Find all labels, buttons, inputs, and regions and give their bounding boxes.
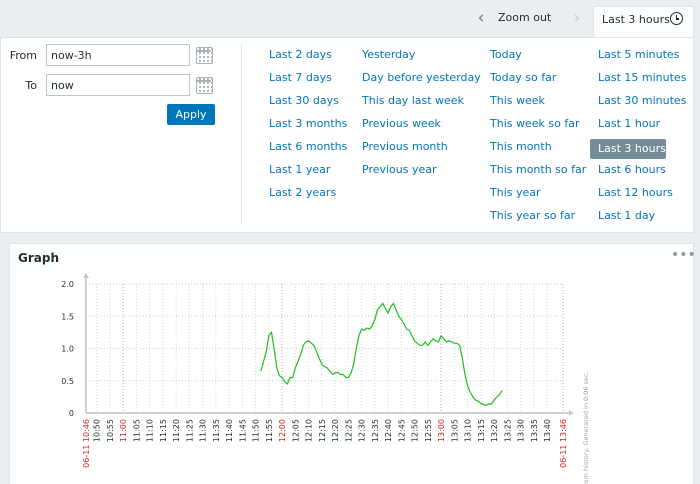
series-line	[260, 302, 503, 406]
quick-range-link[interactable]: Today so far	[490, 71, 557, 84]
quick-range-link[interactable]: Last 15 minutes	[598, 71, 687, 84]
x-tick-label: 11:35	[212, 419, 221, 442]
active-tab-label: Last 3 hours	[602, 13, 670, 26]
x-tick-label: 13:15	[477, 419, 486, 442]
quick-range-link[interactable]: Last 6 months	[269, 140, 348, 153]
x-tick-label: 13:35	[530, 419, 539, 442]
x-tick-label: 12:45	[397, 419, 406, 442]
x-tick-label: 10:55	[106, 419, 115, 442]
quick-range-link[interactable]: Previous year	[362, 163, 437, 176]
quick-range-link[interactable]: Last 6 hours	[598, 163, 666, 176]
x-tick-label: 12:15	[318, 419, 327, 442]
x-tick-label: 11:10	[146, 419, 155, 442]
x-tick-label: 12:35	[371, 419, 380, 442]
x-tick-label: 06-11 13:46	[559, 419, 568, 468]
zoom-out-button[interactable]: Zoom out	[498, 11, 552, 24]
x-axis-arrow	[569, 410, 574, 416]
from-field[interactable]	[46, 44, 190, 66]
y-tick-label: 2.0	[61, 280, 74, 289]
x-tick-label: 11:55	[265, 419, 274, 442]
quick-range-link[interactable]: Last 5 minutes	[598, 48, 680, 61]
x-tick-label: 11:40	[225, 419, 234, 442]
x-tick-label: 11:05	[132, 419, 141, 442]
x-tick-label: 12:10	[305, 419, 314, 442]
x-tick-label: 13:05	[450, 419, 459, 442]
quick-range-link[interactable]: This week so far	[490, 117, 580, 130]
quick-range-link[interactable]: Last 2 days	[269, 48, 332, 61]
quick-range-column-4: Last 5 minutes Last 15 minutes Last 30 m…	[590, 47, 687, 231]
quick-range-link[interactable]: Last 1 day	[598, 209, 656, 222]
quick-range-link[interactable]: Today	[490, 48, 522, 61]
quick-range-link[interactable]: Day before yesterday	[362, 71, 481, 84]
quick-range-link[interactable]: Last 30 minutes	[598, 94, 687, 107]
x-tick-label: 13:10	[464, 419, 473, 442]
panel-divider	[241, 44, 242, 224]
apply-button[interactable]: Apply	[167, 104, 215, 125]
x-tick-label: 13:25	[503, 419, 512, 442]
graph-widget: Graph ••• 0 0.5 1.0 1.5 2.0 06-11 10:46 10:50 1…	[9, 243, 696, 484]
quick-range-link[interactable]: Last 3 months	[269, 117, 348, 130]
x-tick-label: 12:00	[278, 419, 287, 442]
quick-range-link[interactable]: This week	[490, 94, 545, 107]
x-tick-label: 12:30	[358, 419, 367, 442]
x-tick-label: 12:25	[344, 419, 353, 442]
x-tick-label: 13:00	[437, 419, 446, 442]
clock-icon	[670, 12, 683, 25]
x-tick-label: 13:20	[490, 419, 499, 442]
x-tick-label: 11:20	[172, 419, 181, 442]
quick-range-link[interactable]: Last 12 hours	[598, 186, 673, 199]
quick-range-link[interactable]: Yesterday	[362, 48, 416, 61]
y-tick-label: 1.0	[61, 345, 74, 354]
y-tick-label: 1.5	[61, 312, 74, 321]
to-label: To	[25, 79, 37, 92]
quick-range-column-3: Today Today so far This week This week s…	[490, 47, 586, 231]
y-tick-label: 0.5	[61, 377, 74, 386]
x-tick-label: 11:25	[185, 419, 194, 442]
x-tick-label: 13:30	[517, 419, 526, 442]
quick-range-link[interactable]: Previous month	[362, 140, 448, 153]
next-period-chevron-right-icon[interactable]: ›	[573, 8, 581, 28]
y-tick-label: 0	[69, 409, 74, 418]
x-tick-label: 12:55	[424, 419, 433, 442]
quick-range-column-1: Last 2 days Last 7 days Last 30 days Las…	[269, 47, 347, 208]
generated-note: rom history. Generated in 0.06 sec.	[582, 371, 590, 484]
graph-chart: 0 0.5 1.0 1.5 2.0 06-11 10:46 10:50 10:55 11:00 1…	[61, 273, 590, 484]
to-calendar-icon[interactable]	[196, 77, 213, 94]
x-tick-label: 11:00	[119, 419, 128, 442]
x-tick-label: 12:50	[411, 419, 420, 442]
to-field[interactable]	[46, 74, 190, 96]
quick-range-column-2: Yesterday Day before yesterday This day …	[362, 47, 481, 185]
quick-range-link[interactable]: This month so far	[490, 163, 587, 176]
time-filter-panel: From To Apply Last 2 days Last 7 days La…	[0, 37, 694, 233]
y-axis-arrow	[83, 273, 89, 278]
x-tick-label: 12:40	[384, 419, 393, 442]
x-tick-label: 11:50	[252, 419, 261, 442]
x-tick-label: 11:15	[159, 419, 168, 442]
x-tick-label: 13:40	[543, 419, 552, 442]
x-tick-label: 11:30	[199, 419, 208, 442]
quick-range-link[interactable]: Previous week	[362, 117, 441, 130]
x-tick-label: 06-11 10:46	[82, 419, 91, 468]
quick-range-link[interactable]: Last 30 days	[269, 94, 339, 107]
x-tick-label: 11:45	[238, 419, 247, 442]
quick-range-link[interactable]: This year	[490, 186, 541, 199]
widget-menu-icon[interactable]: •••	[671, 247, 696, 263]
x-tick-label: 12:20	[331, 419, 340, 442]
x-tick-label: 10:50	[93, 419, 102, 442]
tab-time-period[interactable]: Last 3 hours	[593, 6, 694, 37]
previous-period-chevron-left-icon[interactable]: ‹	[477, 8, 485, 28]
x-tick-label: 12:05	[291, 419, 300, 442]
quick-range-link-selected[interactable]: Last 3 hours	[590, 139, 666, 159]
from-calendar-icon[interactable]	[196, 47, 213, 64]
time-tab-bar: ‹ Zoom out › Last 3 hours	[0, 0, 700, 37]
quick-range-link[interactable]: This day last week	[362, 94, 464, 107]
quick-range-link[interactable]: Last 7 days	[269, 71, 332, 84]
widget-title: Graph	[18, 251, 59, 265]
quick-range-link[interactable]: This year so far	[490, 209, 576, 222]
quick-range-link[interactable]: Last 1 year	[269, 163, 331, 176]
quick-range-link[interactable]: Last 2 years	[269, 186, 337, 199]
from-label: From	[9, 49, 37, 62]
quick-range-link[interactable]: This month	[490, 140, 552, 153]
quick-range-link[interactable]: Last 1 hour	[598, 117, 661, 130]
